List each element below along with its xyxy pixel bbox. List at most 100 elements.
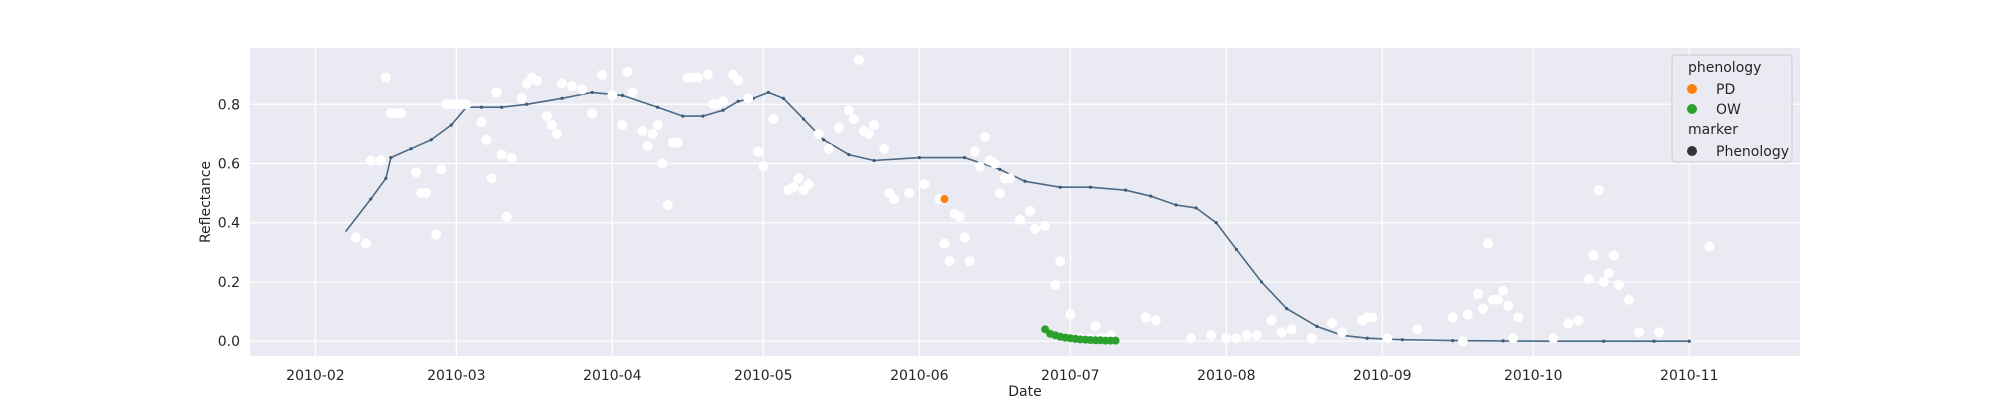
- raw-point: [1140, 312, 1151, 323]
- raw-point: [1367, 312, 1378, 323]
- smoothed-point: [681, 114, 685, 118]
- raw-point: [733, 75, 744, 86]
- smoothed-point: [872, 158, 876, 163]
- raw-point: [969, 146, 980, 157]
- raw-point: [1055, 256, 1066, 267]
- raw-point: [496, 149, 507, 160]
- raw-point: [587, 108, 598, 119]
- raw-point: [411, 167, 422, 178]
- raw-point: [541, 111, 552, 122]
- raw-point: [1548, 333, 1559, 344]
- y-tick-label: 0.8: [218, 97, 240, 113]
- smoothed-point: [822, 138, 826, 142]
- raw-point: [1206, 330, 1217, 341]
- smoothed-point: [1501, 339, 1505, 343]
- raw-point: [1050, 279, 1061, 290]
- raw-point: [637, 125, 648, 136]
- smoothed-point: [479, 105, 484, 109]
- legend-title-hue: phenology: [1688, 60, 1761, 76]
- raw-point: [1462, 309, 1473, 320]
- ow-point: [1111, 336, 1120, 345]
- smoothed-point: [1149, 194, 1153, 198]
- smoothed-point: [781, 96, 786, 100]
- smoothed-point: [1400, 338, 1405, 342]
- legend-label-ow: OW: [1716, 102, 1741, 118]
- smoothed-point: [449, 123, 453, 127]
- raw-point: [1004, 173, 1015, 184]
- smoothed-point: [590, 90, 594, 95]
- raw-point: [964, 256, 975, 267]
- y-axis-label: Reflectance: [198, 161, 214, 243]
- raw-point: [1623, 294, 1634, 305]
- y-tick-label: 0.6: [218, 157, 240, 173]
- raw-point: [853, 54, 864, 65]
- smoothed-point: [429, 138, 433, 142]
- legend: phenology PD OW marker Phenology: [1671, 54, 1793, 163]
- smoothed-point: [1602, 339, 1606, 343]
- raw-point: [788, 182, 799, 193]
- raw-point: [1150, 315, 1161, 326]
- smoothed-point: [1058, 185, 1062, 189]
- raw-point: [1186, 333, 1197, 344]
- raw-point: [476, 117, 487, 128]
- raw-point: [1025, 205, 1036, 216]
- smoothed-point: [369, 197, 373, 201]
- raw-point: [1030, 223, 1041, 234]
- smoothed-point: [560, 96, 564, 100]
- raw-point: [1014, 214, 1025, 225]
- raw-point: [597, 69, 608, 80]
- x-axis-ticks: 2010-02 2010-03 2010-04 2010-05 2010-06 2010-…: [286, 368, 1718, 384]
- smoothed-point: [389, 155, 393, 160]
- raw-point: [823, 143, 834, 154]
- raw-point: [989, 158, 1000, 169]
- raw-point: [567, 81, 578, 92]
- raw-point: [768, 114, 779, 125]
- smoothed-point: [701, 114, 705, 118]
- raw-point: [551, 128, 562, 139]
- x-axis-label: Date: [1008, 384, 1041, 400]
- raw-point: [627, 87, 638, 98]
- raw-point: [803, 179, 814, 190]
- raw-point: [1090, 321, 1101, 332]
- raw-point: [944, 256, 955, 267]
- raw-point: [431, 229, 442, 240]
- raw-point: [1276, 327, 1287, 338]
- raw-point: [758, 161, 769, 172]
- raw-point: [1472, 288, 1483, 299]
- raw-point: [1065, 309, 1076, 320]
- raw-point: [1477, 303, 1488, 314]
- raw-point: [657, 158, 668, 169]
- x-tick-label: 2010-08: [1197, 368, 1256, 384]
- raw-point: [904, 188, 915, 199]
- raw-point: [959, 232, 970, 243]
- pd-point: [940, 195, 949, 204]
- raw-point: [1704, 241, 1715, 252]
- raw-point: [481, 134, 492, 145]
- raw-point: [843, 105, 854, 116]
- legend-label-pd: PD: [1716, 82, 1735, 98]
- x-tick-label: 2010-10: [1504, 368, 1563, 384]
- y-tick-label: 0.0: [218, 334, 240, 350]
- smoothed-point: [847, 153, 851, 157]
- raw-point: [1608, 250, 1619, 261]
- x-tick-label: 2010-05: [734, 368, 793, 384]
- raw-point: [1382, 333, 1393, 344]
- pd-series: [940, 195, 949, 204]
- raw-point: [793, 173, 804, 184]
- smoothed-point: [384, 176, 388, 180]
- raw-point: [919, 179, 930, 190]
- raw-point: [1457, 336, 1468, 347]
- smoothed-point: [1214, 221, 1218, 225]
- ow-series: [1041, 325, 1120, 345]
- raw-point: [848, 114, 859, 125]
- smoothed-point: [1234, 247, 1238, 251]
- raw-point: [813, 128, 824, 139]
- raw-point: [501, 211, 512, 222]
- raw-point: [1493, 294, 1504, 305]
- raw-point: [1221, 333, 1232, 344]
- raw-point: [753, 146, 764, 157]
- raw-point: [1326, 318, 1337, 329]
- smoothed-point: [1174, 203, 1178, 207]
- raw-point: [1498, 285, 1509, 296]
